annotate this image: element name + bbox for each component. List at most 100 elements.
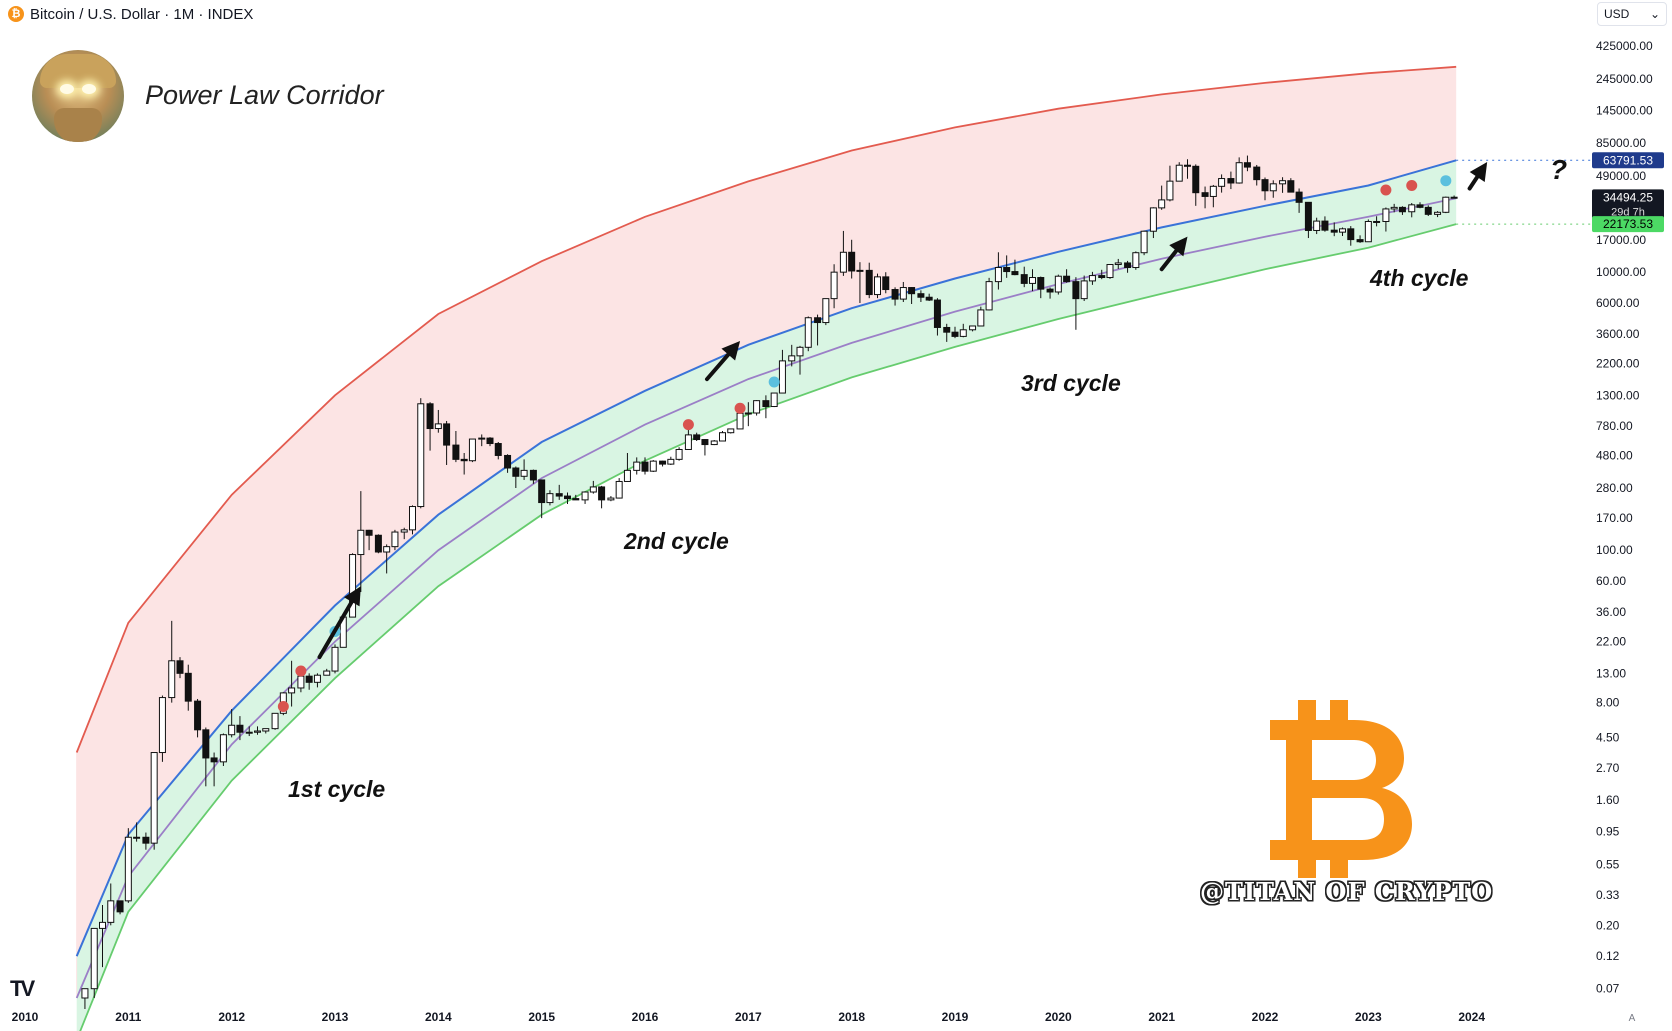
candle bbox=[1106, 264, 1114, 279]
y-tick-label: 36.00 bbox=[1596, 605, 1626, 619]
candle bbox=[1166, 180, 1174, 201]
candle bbox=[99, 921, 106, 929]
band-line-mid bbox=[75, 197, 1457, 999]
y-tick-label: 13.00 bbox=[1596, 666, 1626, 680]
y-tick-label: 2.70 bbox=[1596, 761, 1620, 775]
avatar-beard bbox=[54, 108, 102, 142]
candle bbox=[555, 493, 563, 497]
candle bbox=[1149, 207, 1157, 232]
arrow-head bbox=[1169, 236, 1188, 257]
candle bbox=[331, 646, 339, 672]
candle bbox=[1201, 192, 1209, 197]
y-tick-label: 425000.00 bbox=[1596, 39, 1653, 53]
x-tick-label: 2024 bbox=[1458, 1010, 1485, 1024]
candle bbox=[254, 730, 261, 733]
candle bbox=[959, 329, 967, 337]
candle bbox=[176, 660, 184, 674]
candle bbox=[357, 529, 365, 556]
candle bbox=[520, 469, 528, 477]
candle bbox=[925, 296, 933, 301]
candle bbox=[804, 317, 812, 348]
y-tick-label: 170.00 bbox=[1596, 511, 1633, 525]
cycle-label-4: 4th cycle bbox=[1370, 265, 1469, 291]
price-label-box bbox=[1592, 189, 1664, 220]
candle bbox=[1080, 280, 1088, 300]
candle bbox=[494, 443, 502, 456]
candle bbox=[374, 534, 382, 553]
signal-dot-red bbox=[682, 419, 694, 431]
candle bbox=[1140, 230, 1148, 254]
candle bbox=[158, 697, 166, 754]
candle bbox=[1304, 201, 1312, 231]
y-tick-label: 1.60 bbox=[1596, 793, 1620, 807]
x-tick-label: 2018 bbox=[838, 1010, 865, 1024]
candle bbox=[675, 448, 683, 460]
signal-dot-red bbox=[1380, 184, 1392, 196]
candle bbox=[1235, 162, 1243, 184]
candle bbox=[1003, 267, 1011, 273]
candle bbox=[1098, 275, 1106, 279]
candle bbox=[564, 495, 571, 500]
symbol-header[interactable]: ₿ Bitcoin / U.S. Dollar · 1M · INDEX bbox=[8, 4, 253, 24]
candle bbox=[1088, 275, 1096, 282]
candle bbox=[1054, 275, 1062, 293]
candle bbox=[1158, 199, 1166, 209]
price-label: 63791.53 bbox=[1603, 153, 1653, 167]
candle bbox=[1295, 191, 1303, 203]
arrow-head bbox=[343, 586, 361, 607]
candle bbox=[383, 546, 391, 553]
candle bbox=[1192, 165, 1200, 194]
signal-dot-blue bbox=[1440, 175, 1452, 187]
candle bbox=[271, 712, 279, 730]
chart-title: Power Law Corridor bbox=[145, 80, 384, 110]
auto-scale-button[interactable]: A bbox=[1628, 1012, 1636, 1024]
x-tick-label: 2019 bbox=[942, 1010, 969, 1024]
candle bbox=[426, 403, 434, 430]
candle bbox=[1279, 180, 1287, 185]
question-mark: ? bbox=[1550, 154, 1568, 185]
chevron-down-icon: ⌄ bbox=[1649, 7, 1660, 21]
currency-select[interactable]: USD ⌄ bbox=[1597, 2, 1667, 26]
cycle-label-3: 3rd cycle bbox=[1021, 370, 1121, 396]
candle bbox=[400, 529, 408, 533]
y-tick-label: 0.55 bbox=[1596, 857, 1620, 871]
tradingview-logo-icon[interactable]: TV bbox=[10, 976, 35, 1001]
candle bbox=[778, 360, 786, 394]
candle bbox=[262, 728, 270, 732]
avatar-hair bbox=[40, 54, 116, 88]
candle bbox=[1347, 228, 1355, 241]
candle bbox=[623, 469, 631, 482]
signal-dot-blue bbox=[768, 376, 780, 388]
upper-band-fill bbox=[76, 66, 1457, 957]
candle bbox=[710, 440, 718, 446]
candle bbox=[529, 469, 537, 481]
candle bbox=[736, 412, 744, 430]
candle bbox=[1364, 220, 1372, 243]
candle bbox=[305, 675, 313, 683]
candle bbox=[753, 400, 761, 414]
candle bbox=[288, 687, 296, 694]
candle bbox=[434, 423, 442, 430]
candle bbox=[1124, 262, 1132, 269]
x-tick-label: 2012 bbox=[218, 1010, 245, 1024]
candle bbox=[788, 355, 796, 362]
candle bbox=[649, 460, 657, 472]
signal-dot-red bbox=[295, 665, 307, 677]
candle bbox=[814, 317, 822, 324]
y-tick-label: 22.00 bbox=[1596, 635, 1626, 649]
candle bbox=[641, 461, 649, 472]
candle bbox=[546, 493, 554, 504]
candle bbox=[504, 454, 512, 469]
symbol-label: Bitcoin / U.S. Dollar · 1M · INDEX bbox=[30, 5, 254, 23]
y-tick-label: 0.20 bbox=[1596, 918, 1620, 932]
candle bbox=[684, 434, 692, 450]
candle bbox=[917, 293, 925, 298]
y-tick-label: 780.00 bbox=[1596, 419, 1633, 433]
y-tick-label: 1300.00 bbox=[1596, 388, 1640, 402]
candle bbox=[417, 403, 425, 508]
price-label-box bbox=[1592, 216, 1664, 233]
x-tick-label: 2023 bbox=[1355, 1010, 1382, 1024]
candle bbox=[1184, 164, 1191, 167]
candle bbox=[822, 298, 830, 324]
